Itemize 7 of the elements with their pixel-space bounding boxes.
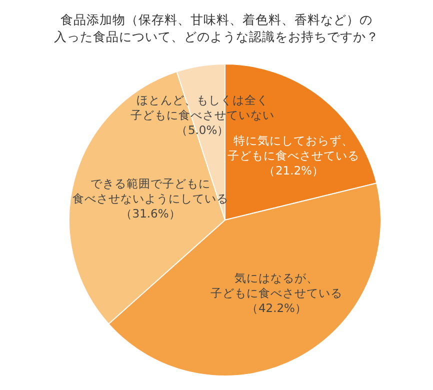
data-label: （31.6%） <box>120 206 181 221</box>
data-label: （5.0%） <box>176 123 230 138</box>
data-label: （42.2%） <box>246 300 308 315</box>
chart-title: 食品添加物（保存料、甘味料、着色料、香料など）の入った食品について、どのような認識をお持ちですか？ <box>54 12 379 44</box>
slice-label: 特に気にしておらず、子どもに食べさせている <box>228 133 360 162</box>
slice-label: 気にはなるが、子どもに食べさせている <box>210 270 343 300</box>
data-label: （21.2%） <box>263 163 324 178</box>
